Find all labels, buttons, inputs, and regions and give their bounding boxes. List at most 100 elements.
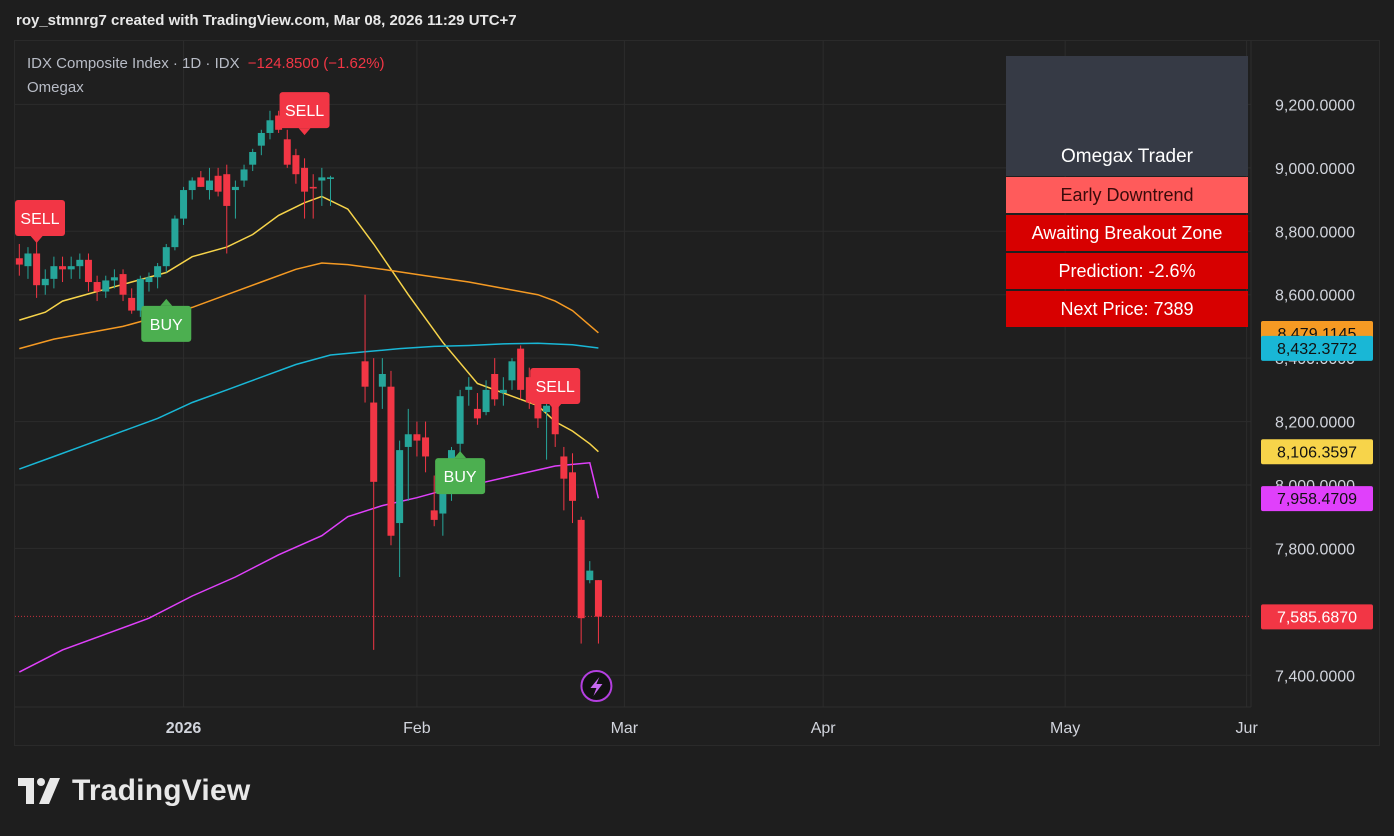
omegax-info-panel: Omegax Trader Early Downtrend Awaiting B…	[1006, 56, 1248, 327]
indicator-name[interactable]: Omegax	[27, 79, 84, 96]
candle-body	[119, 274, 127, 295]
candle-body	[84, 259, 92, 283]
symbol-row[interactable]: IDX Composite Index · 1D · IDX −124.8500…	[27, 55, 385, 79]
candle-body	[586, 570, 594, 581]
candle-body	[370, 402, 378, 482]
series-line-ma4	[18, 461, 600, 673]
buy-signal-label: BUY	[444, 469, 477, 486]
price-tag	[1261, 335, 1373, 361]
candle-body	[430, 510, 438, 520]
buy-signal-badge	[435, 458, 486, 495]
candle-body	[594, 580, 602, 617]
candle-body	[456, 396, 464, 444]
y-tick-label: 8,200.0000	[1275, 415, 1355, 432]
candle-body	[309, 186, 317, 189]
candle-body	[413, 434, 421, 441]
y-tick-label: 7,400.0000	[1275, 668, 1355, 685]
sell-signal-badge	[530, 368, 581, 405]
sell-signal-pointer	[298, 128, 311, 136]
sell-signal-label: SELL	[285, 103, 324, 120]
sell-signal-label: SELL	[20, 211, 59, 228]
candle-body	[15, 258, 23, 265]
candle-body	[568, 472, 576, 501]
candle-body	[145, 277, 153, 283]
buy-signal-pointer	[160, 298, 173, 306]
lightning-icon	[590, 677, 603, 696]
chart-header: roy_stmnrg7 created with TradingView.com…	[16, 12, 517, 29]
price-tag	[1261, 486, 1373, 512]
candle-body	[162, 247, 170, 267]
price-tag-label: 7,585.6870	[1277, 609, 1357, 626]
candle-body	[266, 120, 274, 133]
candle-body	[59, 266, 67, 270]
candle-body	[110, 277, 118, 281]
price-tag-label: 7,958.4709	[1277, 491, 1357, 508]
candle-body	[326, 177, 334, 179]
y-tick-label: 9,200.0000	[1275, 97, 1355, 114]
candle-body	[404, 434, 412, 447]
buy-signal-badge	[141, 305, 192, 342]
series-line-ma2	[19, 262, 599, 350]
candle-body	[318, 177, 326, 181]
candle-body	[517, 348, 525, 390]
candle-body	[387, 386, 395, 536]
candle-body	[223, 174, 231, 206]
candle-body	[67, 266, 75, 270]
candle-body	[482, 389, 490, 413]
candle-body	[240, 169, 248, 181]
candle-body	[525, 377, 533, 403]
price-chart[interactable]: SELL SELL BUY BUY SELL 9,200.0000 9,000.0000 8,…	[15, 41, 1380, 746]
series-line-ma1	[19, 195, 599, 453]
candle-body	[102, 280, 110, 292]
x-tick-label: 2026	[166, 720, 202, 737]
x-tick-label: Jur	[1236, 720, 1259, 737]
tradingview-logo[interactable]: TradingView	[16, 774, 250, 808]
y-tick-label: 9,000.0000	[1275, 161, 1355, 178]
candle-body	[577, 519, 585, 619]
candle-body	[128, 297, 136, 311]
candle-body	[439, 488, 447, 514]
candle-body	[180, 190, 188, 219]
candle-body	[76, 259, 84, 267]
panel-title: Omegax Trader	[1061, 146, 1193, 167]
candle-body	[361, 361, 369, 387]
candle-body	[205, 180, 213, 191]
candle-body	[257, 132, 265, 146]
zone-status: Awaiting Breakout Zone	[1006, 215, 1248, 251]
candle-body	[508, 361, 516, 381]
legend: IDX Composite Index · 1D · IDX −124.8500…	[27, 55, 385, 103]
candle-body	[543, 405, 551, 413]
buy-signal-label: BUY	[150, 317, 183, 334]
candle-body	[275, 115, 283, 130]
candle-body	[378, 374, 386, 387]
sell-signal-badge	[279, 92, 330, 129]
price-tag-label: 8,432.3772	[1277, 341, 1357, 358]
buy-signal-pointer	[454, 451, 467, 459]
x-tick-label: Apr	[811, 720, 837, 737]
candle-body	[188, 180, 196, 191]
candle-body	[231, 186, 239, 191]
x-tick-label: Mar	[611, 720, 639, 737]
sell-signal-badge	[15, 199, 65, 236]
candle-body	[154, 266, 162, 278]
chart-frame[interactable]: SELL SELL BUY BUY SELL 9,200.0000 9,000.0000 8,…	[14, 40, 1380, 746]
candle-body	[93, 282, 101, 292]
candle-body	[24, 253, 32, 267]
candle-body	[396, 450, 404, 524]
candle-body	[50, 266, 58, 279]
logo-text: TradingView	[72, 774, 251, 807]
candle-body	[551, 396, 559, 435]
candle-body	[465, 386, 473, 390]
candle-body	[292, 155, 300, 175]
candle-body	[136, 278, 144, 311]
x-tick-label: May	[1050, 720, 1080, 737]
candle-body	[301, 167, 309, 192]
candle-body	[491, 374, 499, 400]
price-tag-label: 8,106.3597	[1277, 444, 1357, 461]
price-tag	[1261, 439, 1373, 465]
y-tick-label: 7,800.0000	[1275, 541, 1355, 558]
candle-body	[249, 152, 257, 165]
price-change: −124.8500 (−1.62%)	[247, 55, 385, 72]
candle-body	[41, 278, 49, 286]
candle-body	[473, 408, 481, 419]
